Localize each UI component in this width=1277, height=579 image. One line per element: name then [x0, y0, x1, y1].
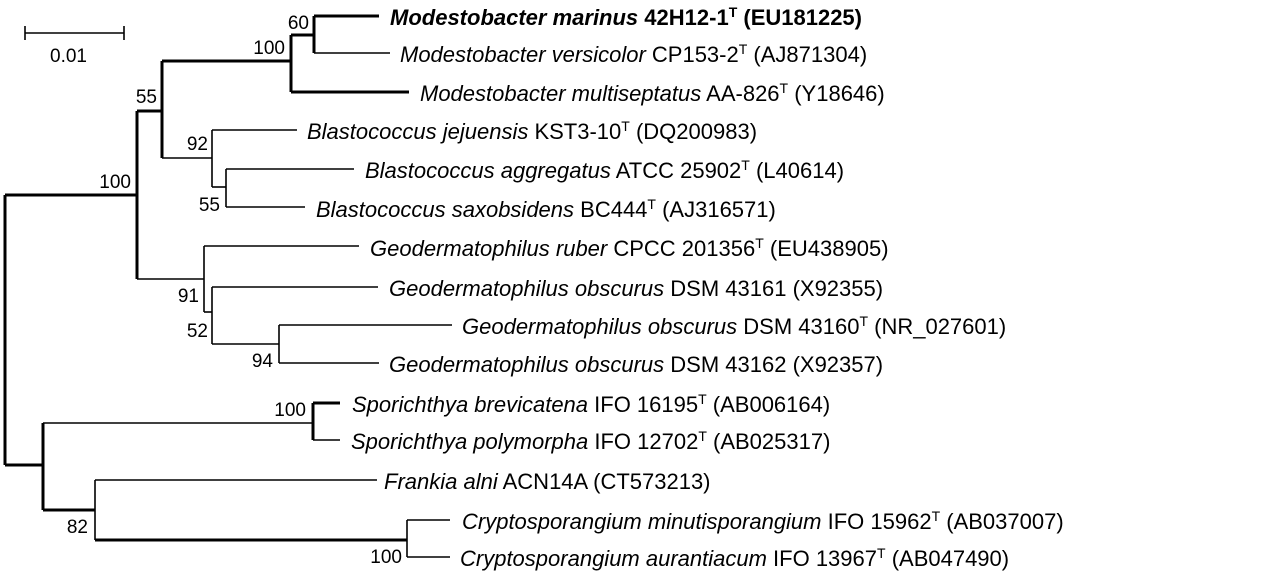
accession-number: (CT573213): [587, 469, 711, 494]
bootstrap-geo-obscurus: 52: [187, 321, 208, 342]
strain-name: IFO 12702: [588, 429, 698, 454]
strain-name: IFO 13967: [767, 546, 877, 571]
type-strain-mark: T: [698, 391, 707, 407]
strain-name: DSM 43161: [664, 276, 786, 301]
species-name: Modestobacter marinus: [390, 5, 638, 30]
strain-name: CP153-2: [646, 42, 739, 67]
strain-name: IFO 16195: [588, 392, 698, 417]
accession-number: (NR_027601): [868, 314, 1006, 339]
accession-number: (L40614): [750, 158, 844, 183]
taxon-label-mmul: Modestobacter multiseptatus AA-826T (Y18…: [420, 80, 885, 106]
accession-number: (AB006164): [707, 392, 831, 417]
species-name: Frankia alni: [384, 469, 499, 494]
species-name: Geodermatophilus ruber: [370, 236, 609, 261]
bootstrap-blastococcus: 92: [187, 134, 208, 155]
strain-name: BC444: [574, 197, 647, 222]
strain-name: DSM 43160: [737, 314, 859, 339]
taxon-label-bsax: Blastococcus saxobsidens BC444T (AJ31657…: [316, 196, 776, 222]
scale-bar-label: 0.01: [50, 46, 87, 67]
type-strain-mark: T: [739, 41, 748, 57]
bootstrap-frank-crypt: 82: [67, 517, 88, 538]
type-strain-mark: T: [755, 235, 764, 251]
strain-name: ATCC 25902: [611, 158, 741, 183]
bootstrap-main-clade: 100: [99, 172, 131, 193]
species-name: Modestobacter versicolor: [400, 42, 647, 67]
type-strain-mark: T: [741, 157, 750, 173]
accession-number: (AB037007): [940, 509, 1064, 534]
species-name: Blastococcus saxobsidens: [316, 197, 574, 222]
bootstrap-geo-all: 91: [178, 286, 199, 307]
type-strain-mark: T: [729, 4, 738, 20]
strain-name: IFO 15962: [822, 509, 932, 534]
taxon-label-grub: Geodermatophilus ruber CPCC 201356T (EU4…: [370, 235, 889, 261]
bootstrap-mod-pair: 60: [288, 13, 309, 34]
species-name: Blastococcus aggregatus: [365, 158, 611, 183]
type-strain-mark: T: [621, 118, 630, 134]
accession-number: (DQ200983): [630, 119, 757, 144]
type-strain-mark: T: [859, 313, 868, 329]
tree-branches: [3, 14, 452, 558]
strain-name: DSM 43162: [664, 352, 786, 377]
species-name: Cryptosporangium minutisporangium: [462, 509, 822, 534]
bootstrap-modestobacter: 100: [253, 38, 285, 59]
type-strain-mark: T: [932, 508, 941, 524]
accession-number: (EU181225): [737, 5, 862, 30]
taxon-label-gob2: Geodermatophilus obscurus DSM 43160T (NR…: [462, 313, 1006, 339]
taxon-label-sbre: Sporichthya brevicatena IFO 16195T (AB00…: [352, 391, 830, 417]
strain-name: AA-826: [701, 81, 779, 106]
bootstrap-sporichthya: 100: [274, 400, 306, 421]
accession-number: (AB047490): [886, 546, 1010, 571]
species-name: Sporichthya polymorpha: [351, 429, 588, 454]
accession-number: (X92355): [786, 276, 883, 301]
taxon-labels: Modestobacter marinus 42H12-1T (EU181225…: [307, 4, 1064, 571]
bootstrap-geo-pair: 94: [252, 351, 274, 372]
type-strain-mark: T: [698, 428, 707, 444]
taxon-label-cmin: Cryptosporangium minutisporangium IFO 15…: [462, 508, 1064, 534]
species-name: Geodermatophilus obscurus: [389, 352, 664, 377]
accession-number: (Y18646): [788, 81, 885, 106]
taxon-label-mver: Modestobacter versicolor CP153-2T (AJ871…: [400, 41, 867, 67]
bootstrap-blast-pair: 55: [199, 195, 220, 216]
type-strain-mark: T: [780, 80, 789, 96]
taxon-label-gob1: Geodermatophilus obscurus DSM 43161 (X92…: [389, 276, 883, 301]
strain-name: ACN14A: [498, 469, 589, 494]
species-name: Blastococcus jejuensis: [307, 119, 528, 144]
strain-name: 42H12-1: [638, 5, 729, 30]
accession-number: (AB025317): [707, 429, 831, 454]
scale-bar: 0.01: [24, 26, 125, 67]
accession-number: (AJ316571): [656, 197, 776, 222]
strain-name: KST3-10: [528, 119, 621, 144]
accession-number: (AJ871304): [747, 42, 867, 67]
species-name: Cryptosporangium aurantiacum: [460, 546, 767, 571]
taxon-label-spol: Sporichthya polymorpha IFO 12702T (AB025…: [351, 428, 830, 454]
species-name: Geodermatophilus obscurus: [389, 276, 664, 301]
species-name: Geodermatophilus obscurus: [462, 314, 737, 339]
taxon-label-bjej: Blastococcus jejuensis KST3-10T (DQ20098…: [307, 118, 757, 144]
taxon-label-faln: Frankia alni ACN14A (CT573213): [384, 469, 711, 494]
taxon-label-caur: Cryptosporangium aurantiacum IFO 13967T …: [460, 545, 1009, 571]
accession-number: (EU438905): [764, 236, 889, 261]
bootstrap-mod-blast: 55: [136, 87, 157, 108]
strain-name: CPCC 201356: [607, 236, 755, 261]
species-name: Modestobacter multiseptatus: [420, 81, 701, 106]
type-strain-mark: T: [877, 545, 886, 561]
taxon-label-gob3: Geodermatophilus obscurus DSM 43162 (X92…: [389, 352, 883, 377]
bootstrap-values: 60 100 55 92 55 100 91 52 94 100 82 100: [67, 13, 402, 568]
taxon-label-mmar: Modestobacter marinus 42H12-1T (EU181225…: [390, 4, 862, 30]
bootstrap-cryptosporangium: 100: [370, 547, 402, 568]
type-strain-mark: T: [647, 196, 656, 212]
accession-number: (X92357): [786, 352, 883, 377]
taxon-label-bagg: Blastococcus aggregatus ATCC 25902T (L40…: [365, 157, 844, 183]
species-name: Sporichthya brevicatena: [352, 392, 588, 417]
